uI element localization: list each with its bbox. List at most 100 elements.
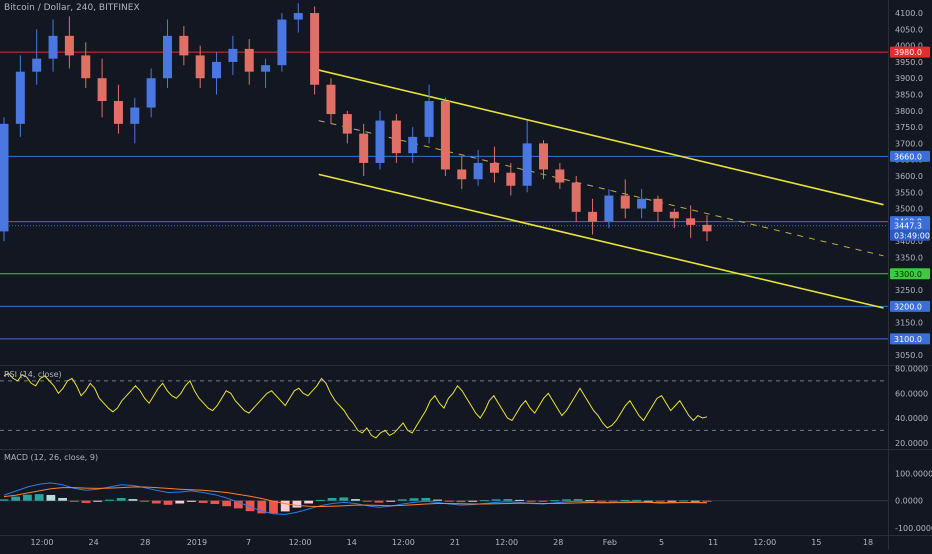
candle-body	[277, 19, 287, 66]
candle-body	[620, 195, 630, 209]
candle-body	[48, 35, 58, 59]
macd-histogram-bar	[292, 500, 302, 508]
price-tick-label: 3850.0	[895, 91, 923, 100]
macd-histogram-bar	[386, 500, 396, 502]
price-label-box	[890, 333, 930, 345]
macd-tick-label: 0.0000	[895, 497, 923, 506]
candle-body	[522, 143, 532, 186]
macd-histogram-bar	[644, 500, 653, 502]
price-label-support: 3300.0	[894, 270, 922, 279]
macd-histogram-bar	[140, 500, 149, 502]
macd-histogram-bar	[667, 500, 677, 502]
x-axis-tick-label: 2019	[187, 538, 207, 547]
macd-histogram-bar	[327, 497, 337, 501]
x-axis-tick-label: 28	[140, 538, 150, 547]
macd-histogram-bar	[339, 497, 349, 501]
macd-histogram-bar	[456, 500, 466, 503]
x-axis-tick-label: 7	[246, 538, 251, 547]
candle-body	[130, 107, 140, 124]
candle-body	[375, 120, 385, 163]
candle-body	[195, 55, 205, 79]
macd-histogram-bar	[702, 500, 712, 502]
candle-body	[440, 101, 450, 170]
candle-body	[113, 101, 123, 124]
macd-histogram-bar	[421, 497, 431, 501]
x-axis-tick-label: 28	[553, 538, 563, 547]
candle-body	[359, 133, 369, 163]
macd-histogram-bar	[81, 500, 91, 503]
price-tick-label: 3950.0	[895, 58, 923, 67]
candle-body	[604, 195, 614, 222]
candle-body	[81, 55, 91, 79]
x-axis-tick-label: 12:00	[753, 538, 776, 547]
candle-body	[0, 123, 9, 232]
macd-histogram-bar	[679, 500, 688, 502]
candle-body	[244, 48, 254, 72]
macd-histogram-bar	[655, 500, 665, 502]
macd-histogram-bar	[105, 499, 114, 501]
candle-body	[686, 218, 696, 225]
macd-histogram-bar	[23, 494, 32, 501]
macd-signal-line	[3, 486, 707, 508]
macd-tick-label: -100.0000	[895, 524, 932, 533]
macd-histogram-bar	[210, 500, 220, 505]
macd-histogram-bar	[468, 500, 478, 502]
macd-histogram-bar	[116, 497, 126, 501]
price-tick-label: 3800.0	[895, 107, 923, 116]
x-axis-tick-label: 18	[863, 538, 873, 547]
price-label-countdown: 03:49:00	[894, 231, 930, 240]
macd-histogram-bar	[315, 499, 325, 501]
macd-histogram-bar	[304, 500, 314, 504]
macd-histogram-bar	[93, 500, 103, 502]
price-label-box	[890, 46, 930, 58]
price-label-box	[890, 229, 930, 241]
channel-line-upper	[318, 69, 884, 206]
chart-title: Bitcoin / Dollar, 240, BITFINEX	[4, 3, 140, 13]
macd-histogram-bar	[58, 497, 67, 501]
price-label-last: 3447.3	[894, 222, 922, 231]
macd-histogram-bar	[538, 500, 548, 502]
candle-body	[391, 120, 401, 154]
candle-body	[702, 224, 712, 232]
macd-histogram-bar	[11, 496, 21, 501]
macd-histogram-bar	[128, 499, 138, 501]
macd-histogram-bar	[597, 500, 606, 502]
price-label-box	[890, 300, 930, 312]
candle-body	[637, 198, 647, 209]
candle-body	[146, 78, 156, 108]
rsi-tick-label: 80.0000	[895, 364, 928, 373]
macd-histogram-bar	[46, 494, 56, 501]
candle-body	[342, 114, 352, 134]
macd-histogram-bar	[479, 500, 489, 502]
macd-histogram-bar	[34, 494, 44, 501]
x-axis-tick-label: 11	[708, 538, 718, 547]
macd-label: MACD (12, 26, close, 9)	[4, 453, 98, 462]
x-axis-tick-label: 21	[450, 538, 460, 547]
macd-histogram-bar	[608, 500, 618, 502]
x-axis-tick-label: 14	[347, 538, 357, 547]
macd-histogram-bar	[409, 498, 419, 501]
price-tick-label: 3700.0	[895, 139, 923, 148]
candle-body	[310, 13, 320, 85]
candle-body	[326, 84, 336, 115]
macd-histogram-bar	[573, 499, 583, 501]
x-axis-tick-label: 12:00	[30, 538, 53, 547]
price-label-level: 3200.0	[894, 302, 922, 311]
macd-histogram-bar	[362, 500, 372, 502]
price-tick-label: 3900.0	[895, 74, 923, 83]
macd-histogram-bar	[175, 500, 185, 504]
price-tick-label: 3150.0	[895, 319, 923, 328]
macd-histogram-bar	[433, 499, 442, 501]
price-label-box	[890, 220, 930, 232]
candle-body	[408, 136, 418, 154]
x-axis-tick-label: 24	[89, 538, 99, 547]
candle-body	[261, 65, 271, 72]
candle-body	[457, 169, 467, 180]
macd-tick-label: 100.0000	[895, 469, 932, 478]
macd-histogram-bar	[351, 499, 360, 501]
rsi-tick-label: 40.0000	[895, 414, 928, 423]
price-tick-label: 4050.0	[895, 25, 923, 34]
macd-histogram-bar	[503, 499, 513, 501]
macd-histogram-bar	[163, 500, 173, 505]
